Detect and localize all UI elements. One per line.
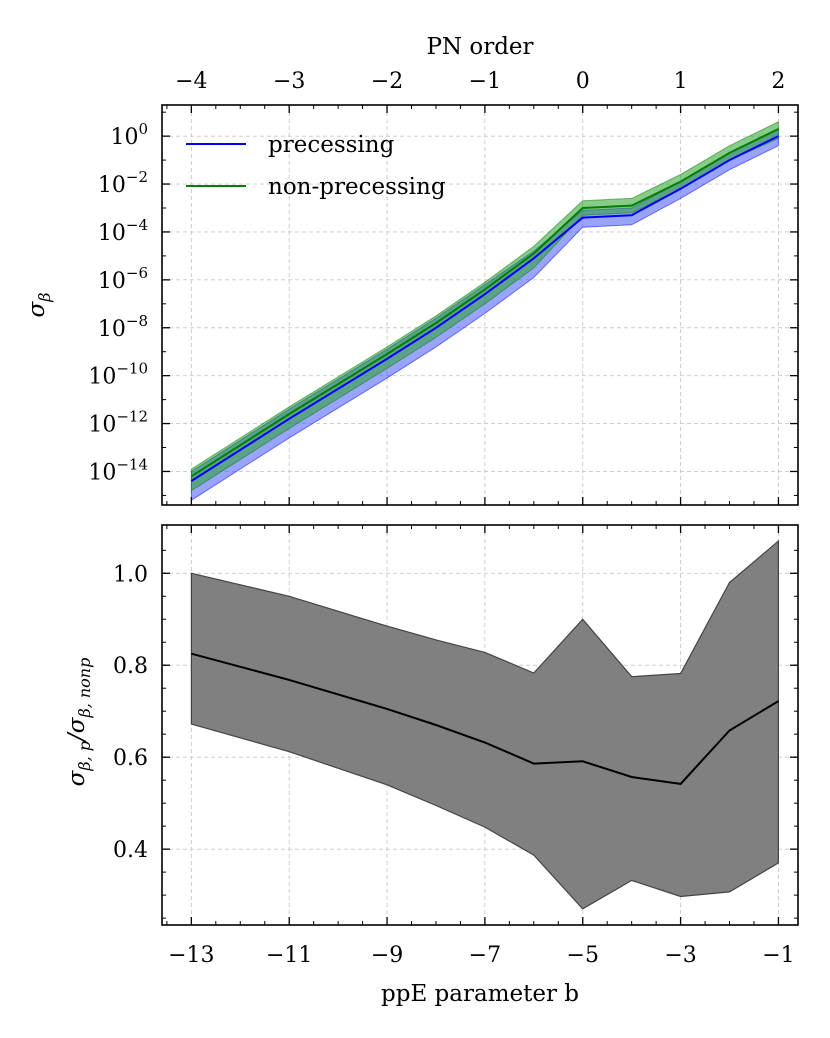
bottom-ytick-label: 1.0 bbox=[113, 562, 148, 587]
pn-tick-label: −4 bbox=[175, 69, 207, 94]
pn-tick-label: 2 bbox=[771, 69, 785, 94]
top-ytick-label: 10−2 bbox=[98, 168, 148, 198]
line-non-precessing bbox=[190, 128, 779, 478]
top-y-axis-label: σβ bbox=[24, 293, 54, 318]
bottom-ytick-label: 0.4 bbox=[113, 838, 148, 863]
bottom-xtick-label: −5 bbox=[567, 943, 599, 968]
top-plot-frame bbox=[161, 104, 799, 506]
top-ytick-label: 10−14 bbox=[88, 455, 148, 485]
sigma-subscript: β bbox=[35, 293, 54, 303]
bottom-xtick-label: −3 bbox=[664, 943, 696, 968]
bottom-ytick-label: 0.8 bbox=[113, 654, 148, 679]
sigma-symbol: σ bbox=[24, 300, 50, 317]
bottom-xtick-label: −1 bbox=[762, 943, 794, 968]
bottom-xtick-label: −11 bbox=[266, 943, 312, 968]
top-ytick-label: 10−4 bbox=[98, 216, 148, 246]
top-ytick-label: 10−10 bbox=[88, 360, 148, 390]
top-ytick-label: 10−8 bbox=[98, 312, 148, 342]
line-precessing bbox=[190, 135, 779, 482]
bottom-xtick-label: −7 bbox=[469, 943, 501, 968]
top-lines bbox=[190, 128, 779, 482]
top-ytick-label: 10−12 bbox=[88, 408, 148, 438]
legend-label-precessing: precessing bbox=[268, 132, 395, 158]
bottom-panel: 0.4 0.6 0.8 1.0 −13 −11 −9 −7 −5 −3 −1 ppE parame… bbox=[64, 524, 799, 1007]
pn-tick-label: 0 bbox=[576, 69, 590, 94]
top-y-tick-labels: 100 10−2 10−4 10−6 10−8 10−10 10−12 10−14 bbox=[88, 120, 148, 485]
bottom-x-axis-label: ppE parameter b bbox=[381, 981, 579, 1007]
bottom-plot-frame bbox=[161, 524, 799, 926]
pn-tick-label: −3 bbox=[273, 69, 305, 94]
pn-tick-label: 1 bbox=[674, 69, 688, 94]
top-ytick-label: 100 bbox=[110, 120, 148, 150]
bottom-xtick-label: −9 bbox=[371, 943, 403, 968]
top-pn-tick-labels: −4 −3 −2 −1 0 1 2 bbox=[175, 69, 785, 94]
legend-label-non-precessing: non-precessing bbox=[268, 174, 446, 200]
top-bands bbox=[190, 120, 779, 502]
top-ticks bbox=[162, 105, 798, 505]
bottom-xtick-label: −13 bbox=[168, 943, 214, 968]
ratio-line bbox=[191, 652, 779, 785]
legend: precessing non-precessing bbox=[186, 132, 446, 200]
bottom-y-axis-label: σβ, p/σβ, nonp bbox=[64, 658, 94, 787]
top-ytick-label: 10−6 bbox=[98, 264, 148, 294]
top-x-axis-label: PN order bbox=[426, 34, 533, 60]
bottom-band bbox=[190, 539, 779, 910]
ratio-band bbox=[190, 539, 779, 910]
bottom-line bbox=[191, 652, 779, 785]
bottom-x-tick-labels: −13 −11 −9 −7 −5 −3 −1 bbox=[168, 943, 795, 968]
pn-tick-label: −2 bbox=[371, 69, 403, 94]
bottom-ticks bbox=[162, 525, 798, 925]
bottom-y-tick-labels: 0.4 0.6 0.8 1.0 bbox=[113, 562, 148, 863]
band-non-precessing bbox=[190, 120, 779, 492]
bottom-ytick-label: 0.6 bbox=[113, 746, 148, 771]
pn-tick-label: −1 bbox=[469, 69, 501, 94]
